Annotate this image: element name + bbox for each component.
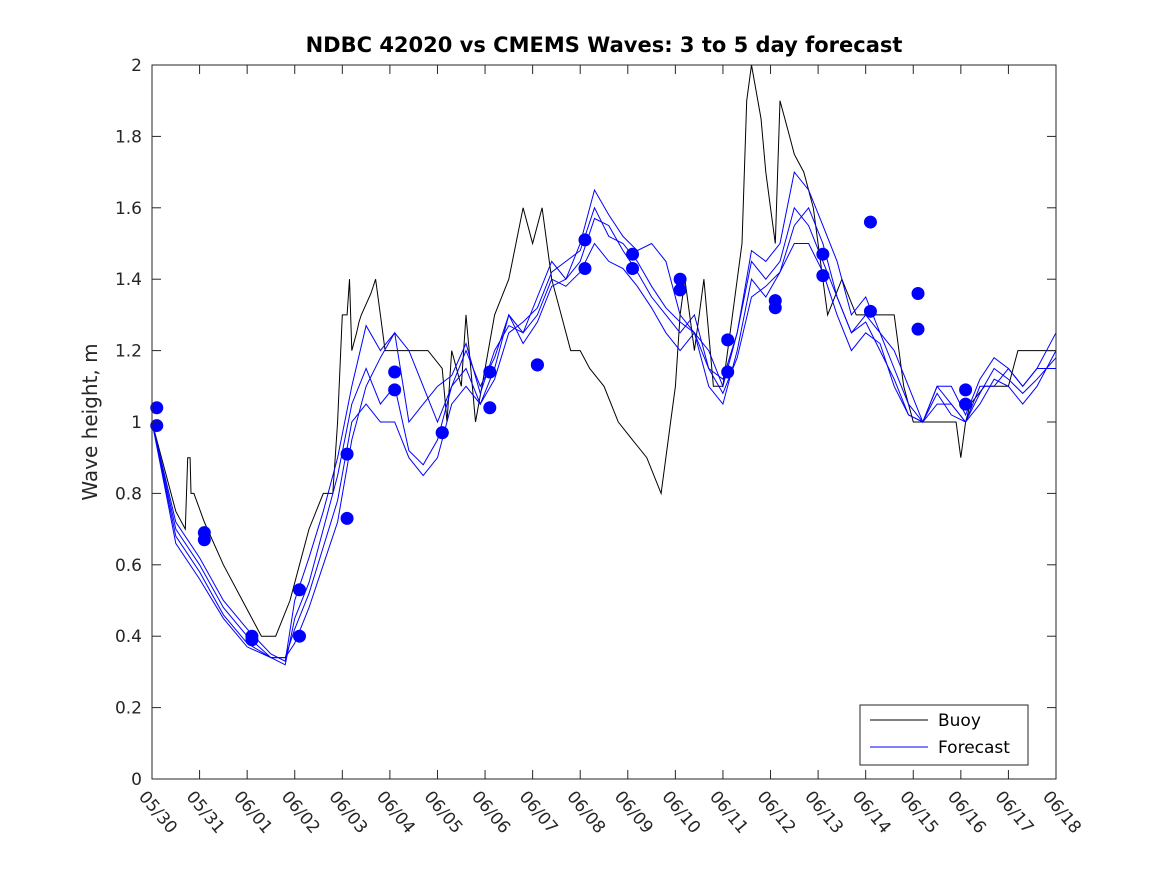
forecast-marker [292,629,306,643]
forecast-marker [911,286,925,300]
chart-title: NDBC 42020 vs CMEMS Waves: 3 to 5 day fo… [306,33,903,57]
plot-area [152,65,1056,779]
legend-label-buoy: Buoy [938,711,981,731]
y-axis-ticks: 0 0.2 0.4 0.6 0.8 1 1.2 1.4 1.6 1.8 2 [115,56,1056,790]
forecast-marker [483,401,497,415]
forecast-marker [340,447,354,461]
y-tick-label: 0 [131,770,142,790]
forecast-marker [292,583,306,597]
legend-box [859,704,1029,766]
forecast-marker [340,511,354,525]
forecast-marker [197,533,211,547]
forecast-marker [673,272,687,286]
forecast-marker [626,247,640,261]
y-tick-label: 1.4 [115,270,142,290]
forecast-marker [530,358,544,372]
forecast-marker [483,365,497,379]
forecast-marker [150,401,164,415]
buoy-line [151,64,1056,637]
forecast-marker [768,301,782,315]
y-tick-label: 1 [131,413,142,433]
forecast-line-3 [151,206,1057,659]
y-tick-label: 0.2 [115,699,142,719]
forecast-marker [863,304,877,318]
forecast-marker [245,633,259,647]
y-tick-label: 0.4 [115,627,142,647]
forecast-marker [959,383,973,397]
forecast-marker [673,283,687,297]
forecast-marker [721,333,735,347]
series-layer [150,64,1057,666]
forecast-marker [863,215,877,229]
y-tick-label: 0.8 [115,484,142,504]
forecast-marker [578,261,592,275]
forecast-line-4 [151,170,1057,659]
forecast-marker [388,383,402,397]
forecast-marker [721,365,735,379]
y-tick-label: 1.8 [115,127,142,147]
forecast-marker [626,261,640,275]
forecast-marker [911,322,925,336]
plot-frame [151,64,1057,780]
y-tick-label: 1.2 [115,342,142,362]
forecast-marker [578,233,592,247]
y-tick-label: 1.6 [115,199,142,219]
forecast-marker [388,365,402,379]
forecast-marker [816,269,830,283]
y-tick-label: 2 [131,56,142,76]
forecast-line-1 [151,206,1056,662]
y-tick-label: 0.6 [115,556,142,576]
legend: Buoy Forecast [859,704,1029,766]
forecast-marker [816,247,830,261]
forecast-marker [435,426,449,440]
forecast-marker [959,397,973,411]
y-axis-label: Wave height, m [78,343,102,500]
legend-label-forecast: Forecast [938,738,1010,758]
